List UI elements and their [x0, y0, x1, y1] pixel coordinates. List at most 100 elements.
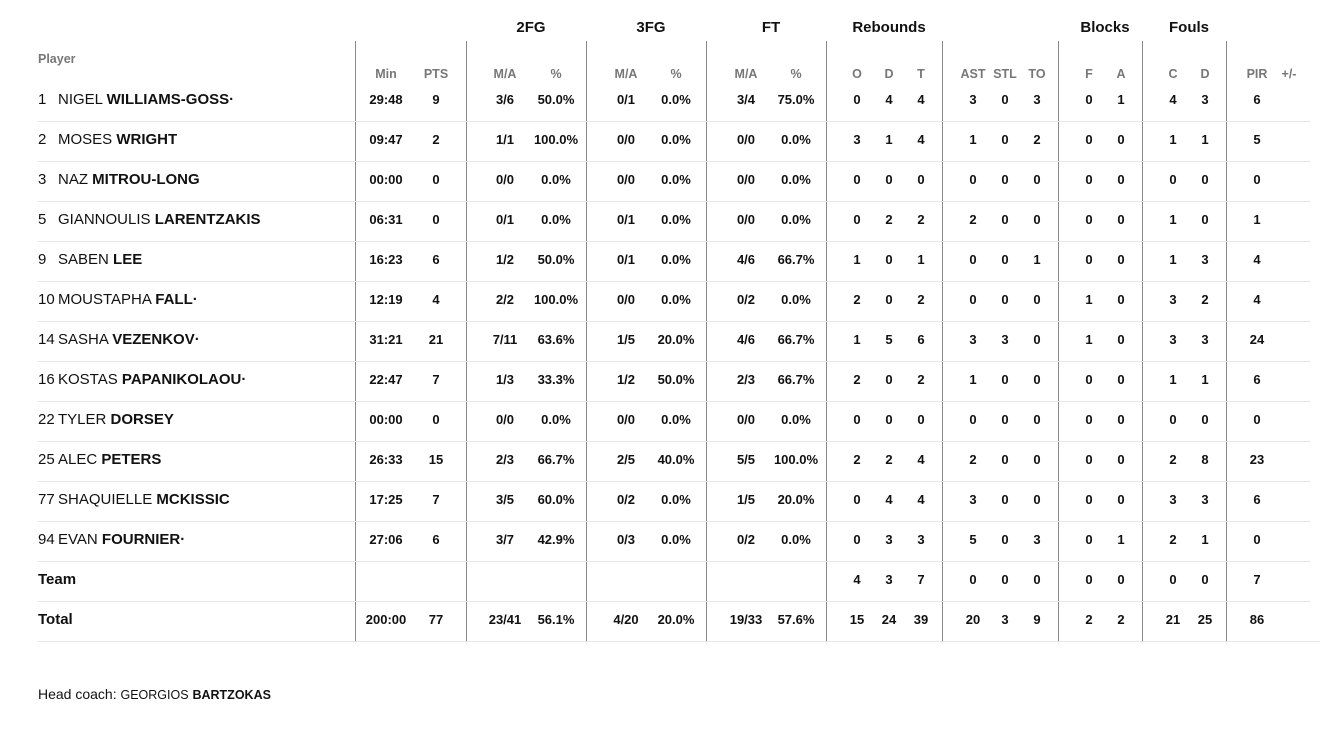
player-first-name: TYLER	[58, 411, 107, 428]
stat-cell: 20.0%	[657, 332, 695, 347]
player-name[interactable]: 22 TYLER DORSEY	[38, 410, 174, 430]
group-header-rebounds: Rebounds	[852, 19, 926, 36]
column-header: M/A	[493, 67, 517, 81]
stat-cell: 0/1	[616, 252, 636, 267]
stat-cell: 75.0%	[777, 92, 815, 107]
stat-cell: 66.7%	[777, 332, 815, 347]
column-header: T	[917, 67, 925, 81]
stat-cell: 0	[1117, 212, 1125, 227]
stat-cell: 0	[1085, 492, 1093, 507]
player-name[interactable]: 25 ALEC PETERS	[38, 450, 161, 470]
stat-cell: 0	[1117, 372, 1125, 387]
player-name[interactable]: 77 SHAQUIELLE MCKISSIC	[38, 490, 230, 510]
stat-cell: 0	[1033, 212, 1041, 227]
stat-cell: 0	[885, 372, 893, 387]
stat-cell: 09:47	[369, 132, 403, 147]
group-header-3fg: 3FG	[636, 19, 666, 36]
player-name[interactable]: 94 EVAN FOURNIER·	[38, 530, 185, 550]
player-name[interactable]: 3 NAZ MITROU-LONG	[38, 170, 200, 190]
stat-cell: 0	[432, 172, 440, 187]
player-number: 2	[38, 131, 47, 148]
player-last-name: WILLIAMS-GOSS	[106, 91, 230, 108]
stat-cell	[1261, 530, 1317, 550]
stat-cell: 1	[1201, 372, 1209, 387]
stat-cell: 0.0%	[661, 252, 691, 267]
column-header: F	[1085, 67, 1093, 81]
stat-cell: 4	[917, 92, 925, 107]
stat-cell	[528, 570, 584, 590]
row-divider	[38, 401, 1310, 402]
player-number: 22	[38, 411, 55, 428]
stat-cell: 1	[1085, 332, 1093, 347]
player-name[interactable]: 1 NIGEL WILLIAMS-GOSS·	[38, 90, 234, 110]
stat-cell: 8	[1201, 452, 1209, 467]
stat-cell: 0.0%	[661, 132, 691, 147]
stat-cell: 3/7	[495, 532, 515, 547]
stat-cell	[1261, 290, 1317, 310]
player-name[interactable]: 5 GIANNOULIS LARENTZAKIS	[38, 210, 261, 230]
stat-cell: 0	[1001, 452, 1009, 467]
stat-cell: 0	[969, 292, 977, 307]
row-divider	[38, 241, 1310, 242]
stat-cell: 0	[1085, 412, 1093, 427]
player-first-name: NIGEL	[58, 91, 103, 108]
stat-cell: 1	[1169, 212, 1177, 227]
stat-cell: 3	[1033, 92, 1041, 107]
stat-cell: 0/0	[616, 172, 636, 187]
stat-cell: 0/2	[736, 292, 756, 307]
stat-cell: 0	[1033, 372, 1041, 387]
player-name[interactable]: 2 MOSES WRIGHT	[38, 130, 177, 150]
stat-cell: 0	[1085, 212, 1093, 227]
stat-cell: 0	[1253, 172, 1261, 187]
stat-cell: 50.0%	[537, 252, 575, 267]
stat-cell	[1261, 410, 1317, 430]
player-name[interactable]: 9 SABEN LEE	[38, 250, 142, 270]
stat-cell: 4/6	[736, 252, 756, 267]
stat-cell: 0.0%	[541, 172, 571, 187]
stat-cell: 0	[1253, 412, 1261, 427]
stat-cell: 0	[1033, 292, 1041, 307]
total-label: Total	[38, 611, 73, 628]
stat-cell: 23/41	[488, 612, 522, 627]
stat-cell: 1	[1201, 132, 1209, 147]
player-first-name: ALEC	[58, 451, 98, 468]
stat-cell: 0	[1001, 292, 1009, 307]
stat-cell: 0.0%	[661, 292, 691, 307]
stat-cell: 6	[1253, 492, 1261, 507]
stat-cell: 6	[917, 332, 925, 347]
player-name[interactable]: 16 KOSTAS PAPANIKOLAOU·	[38, 370, 246, 390]
stat-cell	[648, 570, 704, 590]
stat-cell: 1	[853, 332, 861, 347]
stat-cell: 1	[1169, 132, 1177, 147]
team-label: Team	[38, 571, 77, 588]
stat-cell	[768, 570, 824, 590]
stat-cell: 4/20	[613, 612, 639, 627]
stat-cell: 0	[1001, 212, 1009, 227]
stat-cell: 4	[853, 572, 861, 587]
stat-cell: 7	[917, 572, 925, 587]
stat-cell: 0/0	[736, 212, 756, 227]
stat-cell: 3/6	[495, 92, 515, 107]
column-header: +/-	[1281, 67, 1297, 81]
stat-cell: 4	[432, 292, 440, 307]
stat-cell: 0	[969, 252, 977, 267]
stat-cell: 1	[885, 132, 893, 147]
player-name[interactable]: 10 MOUSTAPHA FALL·	[38, 290, 198, 310]
stat-cell: 12:19	[369, 292, 403, 307]
stat-cell: 24	[1249, 332, 1265, 347]
stat-cell: 1	[969, 372, 977, 387]
stat-cell: 2	[1201, 292, 1209, 307]
stat-cell: 9	[432, 92, 440, 107]
stat-cell: 27:06	[369, 532, 403, 547]
stat-cell: 0/0	[616, 412, 636, 427]
stat-cell: 16:23	[369, 252, 403, 267]
player-first-name: GIANNOULIS	[58, 211, 151, 228]
stat-cell: 0	[1085, 452, 1093, 467]
player-last-name: VEZENKOV	[112, 331, 195, 348]
stat-cell: 0/1	[495, 212, 515, 227]
stat-cell: 0/1	[616, 92, 636, 107]
player-name[interactable]: 14 SASHA VEZENKOV·	[38, 330, 200, 350]
row-divider	[38, 361, 1310, 362]
stat-cell: 3	[969, 492, 977, 507]
stat-cell: 21	[428, 332, 444, 347]
